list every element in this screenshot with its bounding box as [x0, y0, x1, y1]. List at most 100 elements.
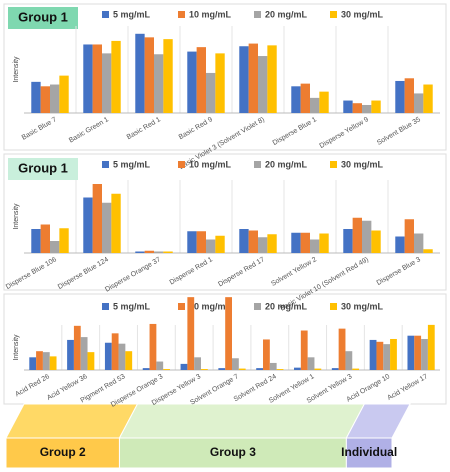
x-tick-label: Disperse Red 17 — [217, 256, 266, 288]
bar — [40, 86, 50, 113]
bar — [390, 338, 397, 370]
bar — [42, 352, 50, 370]
bar — [362, 104, 372, 113]
bar — [239, 229, 249, 253]
bar — [50, 241, 60, 253]
x-tick-label: Disperse Red 1 — [169, 256, 214, 286]
bar — [310, 97, 320, 113]
bar — [149, 323, 157, 370]
bar — [215, 53, 225, 113]
panel-frame — [3, 3, 447, 151]
legend-swatch — [254, 303, 261, 310]
panel-title: Group 1 — [18, 160, 68, 175]
y-axis-label: Intensity — [13, 56, 20, 83]
title-box — [8, 158, 78, 180]
bar — [376, 341, 384, 370]
bar — [50, 84, 60, 113]
bar — [196, 47, 206, 113]
x-tick-label: Disperse Yellow 9 — [319, 116, 370, 150]
bar — [187, 297, 195, 370]
bar — [291, 86, 301, 113]
x-tick-label: Basic Blue 7 — [21, 116, 58, 142]
y-axis-label: Intensity — [13, 334, 20, 361]
legend-swatch — [330, 11, 337, 18]
bar — [187, 51, 197, 113]
bar — [248, 43, 258, 113]
bar — [111, 333, 119, 370]
bar — [343, 229, 353, 253]
bar — [263, 339, 270, 370]
bar — [73, 325, 81, 370]
bar — [154, 54, 164, 113]
x-tick-label: Acid Yellow 17 — [386, 373, 429, 402]
bar — [40, 224, 50, 253]
bar — [163, 251, 173, 253]
legend-label: 20 mg/mL — [265, 301, 308, 311]
bar — [331, 368, 339, 370]
panel-title: Group 1 — [18, 9, 68, 24]
group-band — [345, 437, 393, 469]
legend-swatch — [330, 161, 337, 168]
bar — [135, 251, 145, 253]
bar — [423, 84, 433, 113]
x-tick-label: Solvent Blue 35 — [376, 116, 422, 147]
bar — [238, 368, 246, 370]
x-tick-label: Disperse Blue 3 — [376, 256, 422, 287]
x-tick-label: Disperse Blue 124 — [57, 256, 110, 291]
legend-swatch — [254, 11, 261, 18]
title-box — [8, 7, 78, 29]
bar — [80, 337, 88, 370]
legend-label: 10 mg/mL — [189, 9, 232, 19]
legend-label: 5 mg/mL — [113, 301, 151, 311]
bar — [362, 220, 372, 253]
legend-swatch — [254, 161, 261, 168]
bar — [267, 45, 277, 113]
group-band — [118, 437, 347, 469]
bar — [102, 53, 112, 113]
legend-label: 20 mg/mL — [265, 159, 308, 169]
bar — [163, 39, 173, 113]
x-tick-label: Acid Red 26 — [14, 373, 51, 398]
bar — [383, 344, 391, 370]
x-tick-label: Disperse Blue 106 — [5, 256, 58, 291]
bar — [87, 352, 95, 370]
bar — [314, 368, 322, 370]
bar — [407, 335, 415, 370]
group-label: Group 2 — [40, 445, 86, 459]
bar — [414, 93, 424, 113]
panel-frame — [3, 153, 447, 291]
bar — [414, 233, 424, 253]
legend-swatch — [102, 303, 109, 310]
legend-swatch — [178, 11, 185, 18]
bar — [144, 250, 154, 253]
bar — [307, 357, 315, 370]
bar — [200, 369, 208, 370]
legend-swatch — [178, 161, 185, 168]
bar — [369, 339, 377, 370]
legend-label: 5 mg/mL — [113, 9, 151, 19]
x-tick-label: Disperse Orange 37 — [104, 256, 162, 293]
bar — [111, 40, 121, 113]
bar — [300, 83, 310, 113]
bar — [156, 361, 164, 370]
bar — [31, 229, 41, 253]
bar — [59, 228, 69, 253]
bar — [187, 231, 197, 253]
bar — [239, 46, 249, 113]
bar — [83, 197, 93, 253]
group-label: Individual — [341, 445, 397, 459]
legend-label: 5 mg/mL — [113, 159, 151, 169]
bar — [338, 328, 346, 370]
bar — [256, 368, 264, 370]
bar — [404, 78, 414, 113]
legend-label: 10 mg/mL — [189, 159, 232, 169]
bar — [294, 367, 301, 370]
bar — [291, 232, 301, 253]
x-tick-label: Solvent Yellow 2 — [270, 256, 318, 288]
bar — [258, 237, 268, 253]
bar — [196, 231, 206, 253]
bar — [414, 335, 422, 370]
bar — [125, 351, 133, 370]
bar — [267, 234, 277, 253]
